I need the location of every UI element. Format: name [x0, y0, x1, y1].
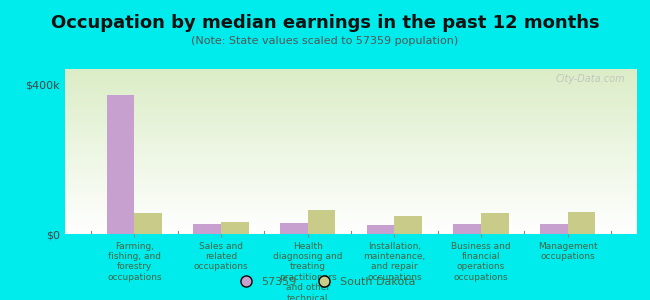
Legend: 57359, South Dakota: 57359, South Dakota: [230, 273, 420, 291]
Bar: [307, 210, 335, 234]
Bar: [453, 224, 481, 234]
Bar: [481, 213, 509, 234]
Bar: [221, 222, 249, 234]
Bar: [395, 216, 422, 234]
Text: Occupation by median earnings in the past 12 months: Occupation by median earnings in the pas…: [51, 14, 599, 32]
Bar: [107, 95, 135, 234]
Bar: [540, 224, 567, 234]
Text: City-Data.com: City-Data.com: [556, 74, 625, 84]
Bar: [193, 224, 221, 234]
Text: (Note: State values scaled to 57359 population): (Note: State values scaled to 57359 popu…: [191, 36, 459, 46]
Bar: [135, 213, 162, 234]
Bar: [367, 225, 395, 234]
Bar: [280, 223, 307, 234]
Bar: [567, 212, 595, 234]
